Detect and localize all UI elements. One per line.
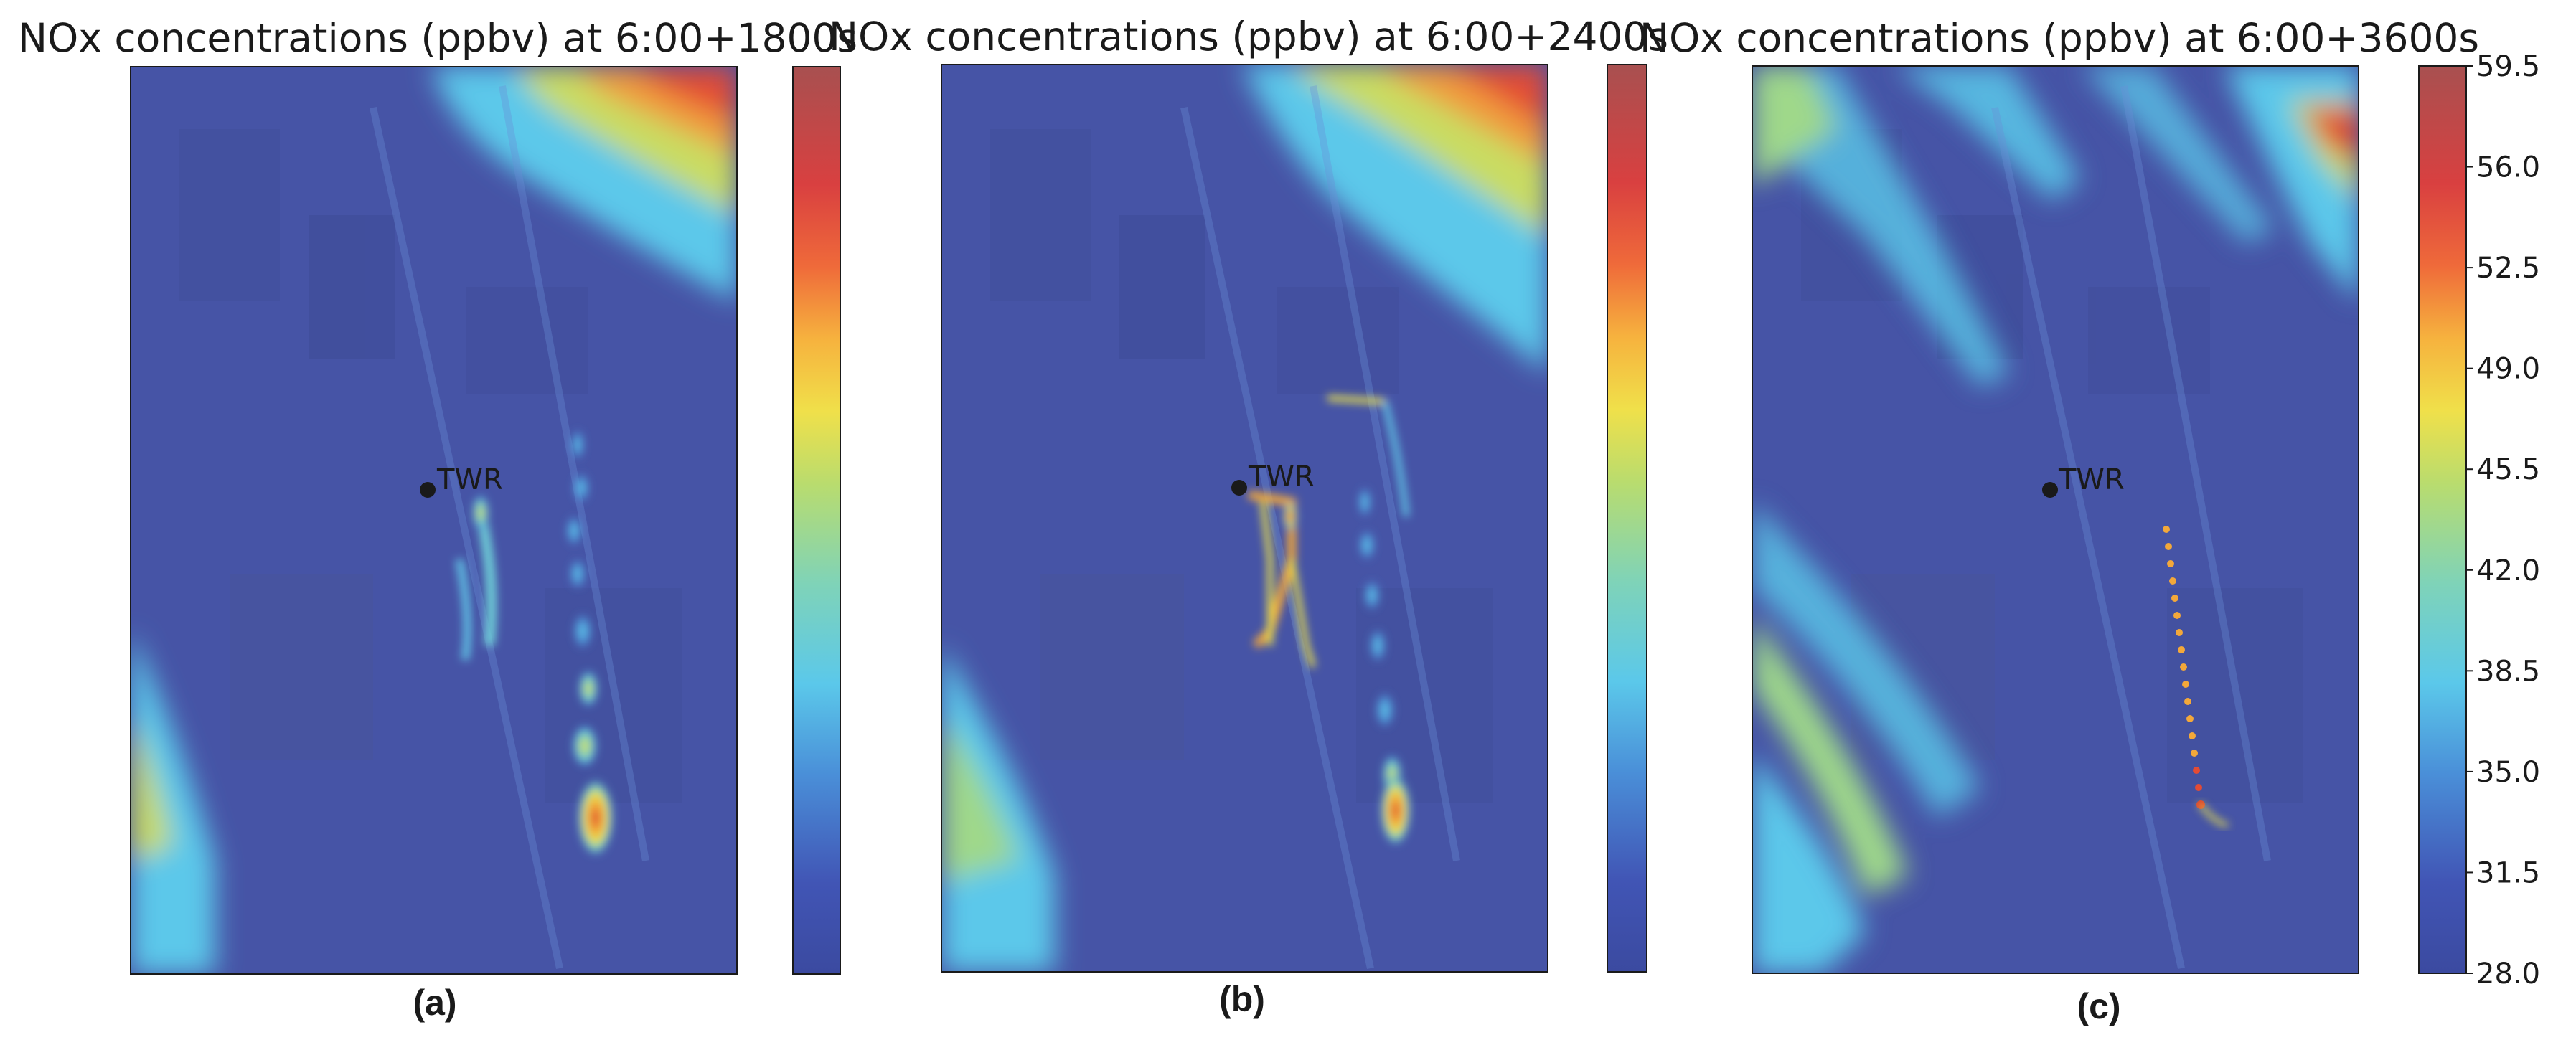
colorbar-tick-label: 38.5	[2476, 655, 2540, 688]
colorbar-tick-label: 52.5	[2476, 252, 2540, 285]
colorbar: 28.0 31.5 35.0 38.5 42.0 45.5 49.0 52.5 56.0 59.5	[2418, 50, 2540, 990]
colorbar-tick-label: 28.0	[2476, 957, 2540, 990]
colorbar-tick-label: 35.0	[2476, 756, 2540, 789]
colorbar-b	[1607, 64, 1647, 973]
plume-dots-c	[2163, 526, 2205, 809]
colorbar-tick-label: 56.0	[2476, 151, 2540, 184]
twr-marker-c: TWR	[2042, 463, 2125, 498]
panel-b: NOx concentrations (ppbv) at 6:00+2400s	[829, 14, 1668, 1019]
panel-b-title: NOx concentrations (ppbv) at 6:00+2400s	[829, 14, 1668, 60]
colorbar-tick-label: 59.5	[2476, 50, 2540, 83]
colorbar-tick-label: 49.0	[2476, 353, 2540, 386]
colorbar-ticks: 28.0 31.5 35.0 38.5 42.0 45.5 49.0 52.5 56.0 59.5	[2466, 50, 2540, 990]
twr-marker-a: TWR	[420, 463, 503, 498]
panel-c: NOx concentrations (ppbv) at 6:00+3600s	[1640, 15, 2479, 1026]
twr-label-b: TWR	[1248, 460, 1315, 493]
panel-c-title: NOx concentrations (ppbv) at 6:00+3600s	[1640, 15, 2479, 61]
panel-b-heatmap	[941, 65, 1548, 972]
twr-label-c: TWR	[2058, 463, 2125, 496]
panel-b-caption: (b)	[1219, 979, 1265, 1019]
twr-marker-b: TWR	[1231, 460, 1315, 496]
panel-a-title: NOx concentrations (ppbv) at 6:00+1800s	[18, 15, 857, 61]
colorbar-tick-label: 42.0	[2476, 554, 2540, 587]
colorbar-tick-label: 45.5	[2476, 453, 2540, 486]
colorbar-tick-label: 31.5	[2476, 856, 2540, 889]
panel-a: NOx concentrations (ppbv) at 6:00+1800s	[18, 15, 857, 1023]
panel-a-heatmap	[131, 67, 737, 974]
panel-a-caption: (a)	[413, 983, 456, 1023]
panel-c-caption: (c)	[2077, 986, 2120, 1026]
panel-c-heatmap	[1752, 66, 2359, 973]
colorbar-gradient	[2418, 65, 2467, 974]
colorbar-a	[792, 66, 841, 975]
twr-label-a: TWR	[436, 463, 503, 496]
